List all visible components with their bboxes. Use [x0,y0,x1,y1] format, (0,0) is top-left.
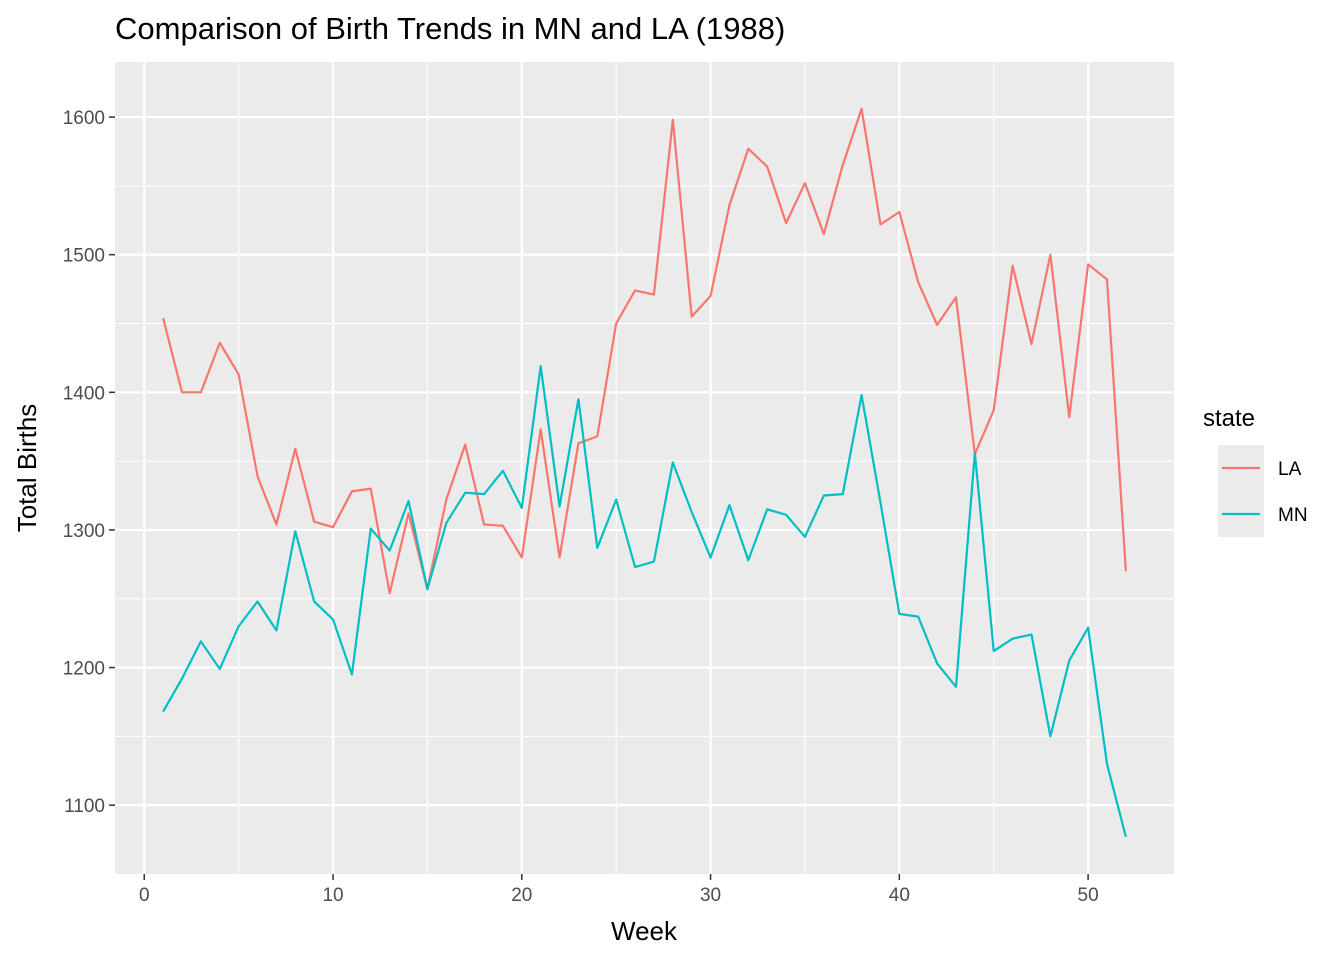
x-tick-label: 0 [139,885,150,906]
legend-label-mn: MN [1278,505,1308,526]
y-axis-title: Total Births [12,404,42,533]
y-axis: 1100 1200 1300 1400 1500 1600 [63,108,115,817]
chart-title: Comparison of Birth Trends in MN and LA … [115,11,785,46]
major-gridlines [115,62,1174,874]
x-tick-label: 20 [511,885,532,906]
series-lines [162,107,1127,838]
y-tick-label: 1300 [63,521,105,542]
minor-gridlines [115,62,1174,874]
plot-panel [115,62,1174,874]
x-axis: 0 10 20 30 40 50 [139,874,1099,906]
legend-items: LA MN [1218,445,1308,537]
series-line-mn [162,365,1127,838]
x-tick-label: 40 [889,885,910,906]
legend-title: state [1203,405,1255,432]
x-tick-label: 30 [700,885,721,906]
y-tick-label: 1600 [63,108,105,129]
y-tick-label: 1500 [63,246,105,267]
y-tick-label: 1100 [64,796,105,817]
series-line-la [162,107,1127,595]
legend-label-la: LA [1278,459,1302,480]
legend: state LA MN [1203,405,1308,537]
x-tick-label: 10 [322,885,343,906]
y-tick-label: 1400 [63,383,105,404]
x-axis-title: Week [611,916,678,946]
x-tick-label: 50 [1078,885,1099,906]
y-tick-label: 1200 [63,659,105,680]
